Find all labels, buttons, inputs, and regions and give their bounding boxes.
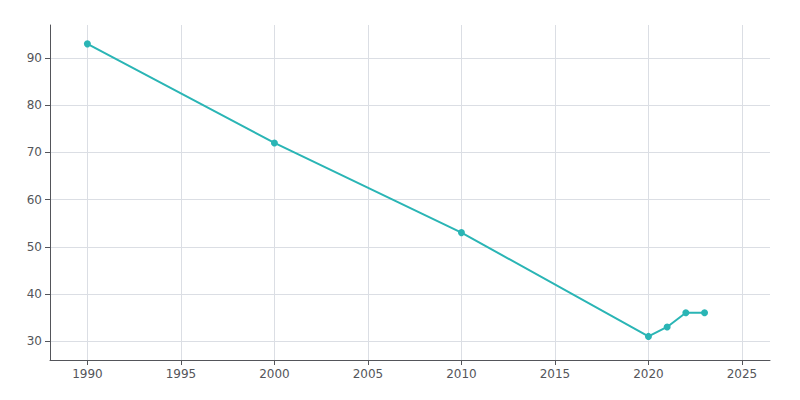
svg-text:1995: 1995	[166, 367, 197, 381]
svg-text:90: 90	[27, 51, 42, 65]
svg-text:2005: 2005	[353, 367, 384, 381]
svg-text:2010: 2010	[446, 367, 477, 381]
svg-text:2025: 2025	[727, 367, 758, 381]
svg-text:80: 80	[27, 98, 42, 112]
svg-text:40: 40	[27, 287, 42, 301]
svg-text:30: 30	[27, 334, 42, 348]
svg-text:1990: 1990	[72, 367, 103, 381]
svg-text:70: 70	[27, 145, 42, 159]
svg-text:50: 50	[27, 240, 42, 254]
svg-text:60: 60	[27, 193, 42, 207]
svg-text:2015: 2015	[540, 367, 571, 381]
svg-text:2000: 2000	[259, 367, 290, 381]
svg-text:2020: 2020	[633, 367, 664, 381]
